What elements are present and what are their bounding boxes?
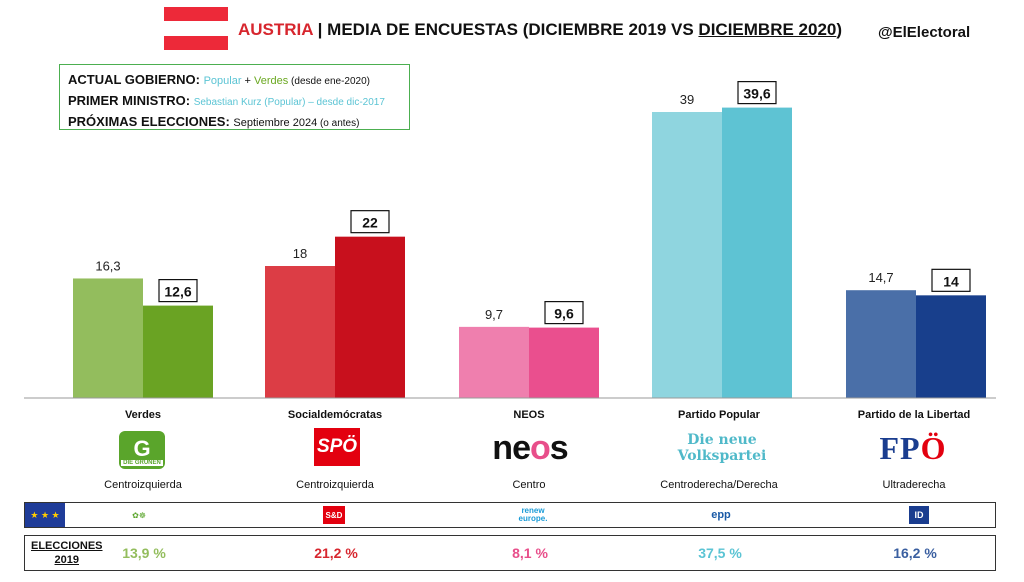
- data-label-verdes-2019: 16,3: [95, 258, 120, 273]
- bar-verdes-2019: [73, 278, 143, 398]
- neos-logo-b: s: [549, 428, 569, 467]
- bar-popular-2020: [722, 107, 792, 398]
- party-name-libertad: Partido de la Libertad: [857, 409, 971, 421]
- gov-party-popular: Popular: [203, 75, 242, 87]
- ideology-socialdemocratas: Centroizquierda: [296, 479, 374, 491]
- ovp-logo: Die neue Volkspartei: [662, 428, 782, 468]
- next-value: Septiembre 2024: [233, 117, 318, 129]
- info-prime-minister: PRIMER MINISTRO: Sebastian Kurz (Popular…: [68, 91, 401, 112]
- data-label-neos-2019: 9,7: [485, 307, 503, 322]
- gov-since: (desde ene-2020): [288, 76, 371, 87]
- info-box: ACTUAL GOBIERNO: Popular + Verdes (desde…: [59, 64, 410, 130]
- title-separator: |: [317, 20, 323, 39]
- data-label-box-libertad-2020: [931, 268, 971, 292]
- election-result-socialdemocratas: 21,2 %: [314, 545, 358, 561]
- flag-stripe-top: [164, 7, 228, 22]
- spo-logo: SPÖ: [314, 428, 360, 466]
- next-note: (o antes): [317, 118, 360, 129]
- gruene-logo: G DIE GRÜNEN: [117, 428, 167, 472]
- ideology-popular: Centroderecha/Derecha: [660, 479, 778, 491]
- title-subtitle-underlined: DICIEMBRE 2020: [698, 20, 837, 39]
- data-label-libertad-2019: 14,7: [868, 270, 893, 285]
- title-country: AUSTRIA: [238, 20, 313, 39]
- data-label-popular-2020: 39,6: [743, 86, 770, 102]
- data-label-verdes-2020: 12,6: [164, 284, 191, 300]
- elections-label-line1: ELECCIONES: [31, 540, 103, 552]
- neos-logo: ne o s: [482, 428, 578, 467]
- ideology-verdes: Centroizquierda: [104, 479, 182, 491]
- data-label-box-popular-2020: [737, 80, 777, 105]
- id-group-logo: ID: [909, 506, 929, 524]
- data-label-box-verdes-2020: [158, 279, 198, 303]
- info-government: ACTUAL GOBIERNO: Popular + Verdes (desde…: [68, 70, 401, 91]
- page-title: AUSTRIA | MEDIA DE ENCUESTAS (DICIEMBRE …: [238, 20, 842, 40]
- info-next-elections: PRÓXIMAS ELECCIONES: Septiembre 2024 (o …: [68, 112, 401, 133]
- party-name-verdes: Verdes: [124, 409, 162, 421]
- bar-neos-2020: [529, 327, 599, 398]
- title-subtitle-close: ): [836, 20, 843, 39]
- bar-popular-2019: [652, 112, 722, 398]
- data-label-neos-2020: 9,6: [554, 306, 574, 322]
- gov-plus: +: [241, 75, 255, 87]
- gov-party-verdes: Verdes: [254, 75, 289, 87]
- party-name-socialdemocratas: Socialdemócratas: [287, 409, 383, 421]
- author-handle: @ElElectoral: [878, 24, 971, 41]
- data-label-libertad-2020: 14: [943, 273, 959, 289]
- gruene-logo-mark: G DIE GRÜNEN: [119, 431, 165, 469]
- data-label-socialdemocratas-2020: 22: [362, 215, 378, 231]
- renew-logo-line1: renew: [521, 506, 545, 515]
- pm-label: PRIMER MINISTRO:: [68, 93, 191, 108]
- flag-stripe-bottom: [164, 35, 228, 50]
- ovp-logo-line2: Volkspartei: [677, 448, 767, 464]
- sd-group-logo: S&D: [323, 506, 345, 524]
- flag-stripe-middle: [164, 21, 228, 36]
- election-result-neos: 8,1 %: [512, 545, 548, 561]
- eu-flag-icon: ★ ★ ★: [25, 503, 65, 527]
- gruene-logo-glyph: G: [133, 436, 151, 461]
- election-result-verdes: 13,9 %: [122, 545, 166, 561]
- data-label-socialdemocratas-2019: 18: [293, 246, 307, 261]
- title-subtitle: MEDIA DE ENCUESTAS (DICIEMBRE 2019 VS: [327, 20, 699, 39]
- austria-flag: [164, 7, 228, 50]
- greens-efa-icon: ✿☸: [132, 510, 146, 520]
- next-label: PRÓXIMAS ELECCIONES:: [68, 114, 230, 129]
- renew-europe-logo: renew europe.: [513, 505, 553, 525]
- neos-logo-a: ne: [492, 428, 531, 467]
- data-label-box-socialdemocratas-2020: [350, 210, 390, 234]
- bar-socialdemocratas-2020: [335, 236, 405, 398]
- gov-label: ACTUAL GOBIERNO:: [68, 72, 200, 87]
- data-label-popular-2019: 39: [680, 92, 694, 107]
- elections-label-line2: 2019: [54, 554, 79, 566]
- bar-socialdemocratas-2019: [265, 266, 335, 398]
- election-result-libertad: 16,2 %: [893, 545, 937, 561]
- bar-libertad-2020: [916, 295, 986, 398]
- election-result-popular: 37,5 %: [698, 545, 742, 561]
- ideology-libertad: Ultraderecha: [882, 479, 946, 491]
- ovp-logo-line1: Die neue: [687, 432, 757, 448]
- bar-verdes-2020: [143, 305, 213, 398]
- ideology-neos: Centro: [512, 479, 546, 491]
- party-name-popular: Partido Popular: [678, 409, 760, 421]
- bar-libertad-2019: [846, 290, 916, 398]
- epp-logo: epp: [711, 509, 731, 521]
- neos-logo-o: o: [529, 428, 551, 467]
- renew-logo-line2: europe.: [518, 514, 548, 523]
- gruene-logo-band: DIE GRÜNEN: [121, 460, 163, 466]
- party-name-neos: NEOS: [513, 409, 545, 421]
- elections-2019-row: ELECCIONES 2019 13,9 % 21,2 % 8,1 % 37,5…: [24, 535, 996, 571]
- bar-neos-2019: [459, 326, 529, 398]
- fpo-logo-o: Ö: [920, 429, 947, 466]
- data-label-box-neos-2020: [544, 301, 584, 325]
- elections-label: ELECCIONES 2019: [31, 539, 103, 567]
- fpo-logo: FP Ö: [868, 428, 958, 468]
- fpo-logo-a: FP: [879, 429, 921, 466]
- pm-name: Sebastian Kurz (Popular) – desde dic-201…: [193, 97, 385, 108]
- eu-groups-row: ★ ★ ★ ✿☸ S&D renew europe. epp ID: [24, 502, 996, 528]
